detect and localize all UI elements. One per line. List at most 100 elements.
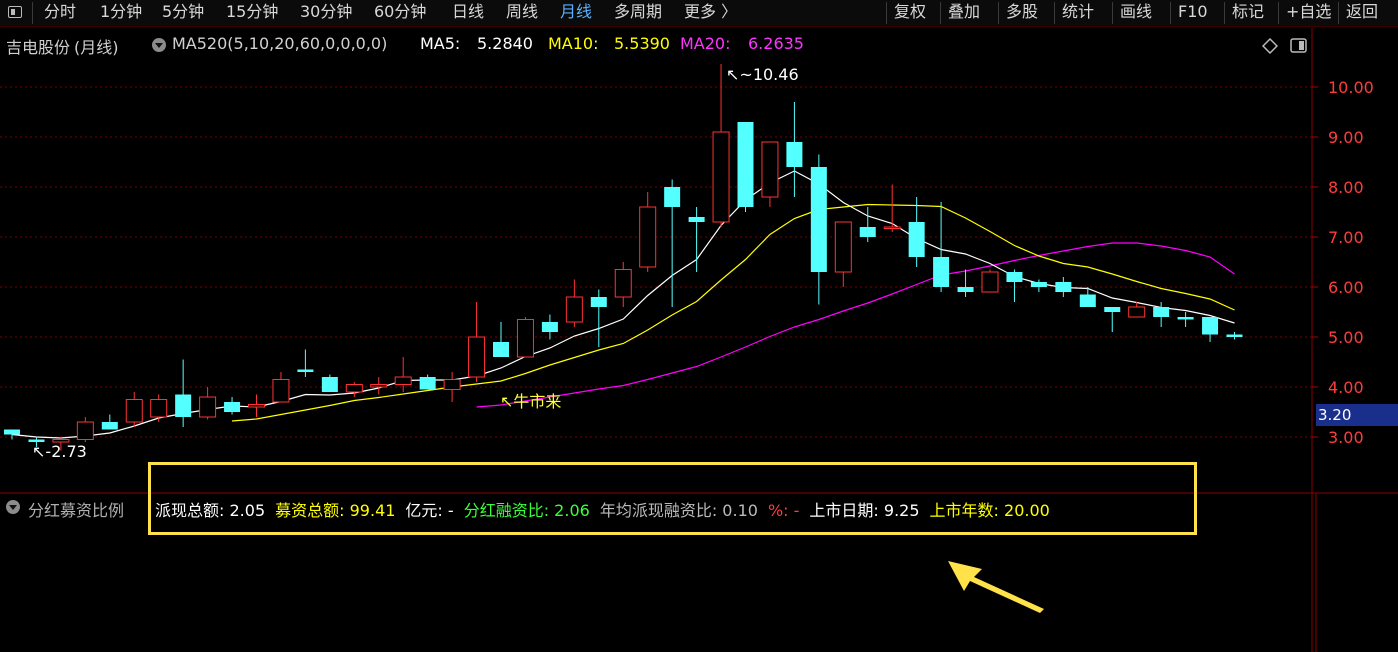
toolbar-divider xyxy=(1054,2,1055,24)
candle-body xyxy=(4,429,20,435)
price-tick-label: 9.00 xyxy=(1328,128,1364,147)
highlight-arrow-icon xyxy=(948,561,1044,613)
candle-body xyxy=(468,336,486,378)
candle-body xyxy=(957,287,974,292)
toolbar-button-1[interactable]: 叠加 xyxy=(948,2,981,21)
diamond-icon[interactable] xyxy=(1262,38,1278,54)
tab-8[interactable]: 月线 xyxy=(560,2,593,21)
toolbar-divider xyxy=(1338,2,1339,24)
indicator-label-0: 派现总额: xyxy=(155,501,225,520)
ma20-path xyxy=(476,242,1235,408)
tab-5[interactable]: 60分钟 xyxy=(374,2,427,21)
candle-body xyxy=(981,271,999,293)
chart-grid xyxy=(0,28,1398,652)
candle-body xyxy=(52,439,70,443)
toolbar-divider xyxy=(1112,2,1113,24)
candle-body xyxy=(1128,306,1146,318)
candle-body xyxy=(908,222,925,257)
candle-body xyxy=(688,217,705,222)
candle-body xyxy=(443,379,461,390)
indicator-label-3: 分红融资比: xyxy=(463,501,550,520)
tab-2[interactable]: 5分钟 xyxy=(162,2,205,21)
candle-body xyxy=(101,422,118,430)
price-axis: 10.00 9.00 8.00 7.00 6.00 5.00 4.00 3.00 xyxy=(1312,78,1374,447)
tab-6[interactable]: 日线 xyxy=(452,2,485,21)
candle-body xyxy=(737,122,754,207)
candle-body xyxy=(1177,317,1194,320)
candle-body xyxy=(1153,307,1170,317)
candle-body xyxy=(493,342,509,357)
candle-body xyxy=(1079,294,1096,307)
indicator-label-4: 年均派现融资比: xyxy=(599,501,718,520)
indicator-value-0: 2.05 xyxy=(224,501,266,520)
price-tick-label: 8.00 xyxy=(1328,178,1364,197)
indicator-label-6: 上市日期: xyxy=(809,501,879,520)
max-price-marker: ↖~10.46 xyxy=(726,65,799,84)
tab-7[interactable]: 周线 xyxy=(506,2,539,21)
price-tick-label: 10.00 xyxy=(1328,78,1374,97)
period-toolbar: 分时 1分钟 5分钟 15分钟 30分钟 60分钟 日线 周线 月线 多周期 更多 〉 复权 叠加 多股… xyxy=(0,0,1398,27)
tab-0[interactable]: 分时 xyxy=(44,2,77,21)
toolbar-divider xyxy=(32,2,33,24)
candle-body xyxy=(297,369,314,372)
indicator-dropdown-icon[interactable] xyxy=(6,500,20,514)
ma10-line xyxy=(231,203,1235,422)
ma20-line xyxy=(476,242,1235,408)
period-label: (月线) xyxy=(74,38,119,57)
candle-body xyxy=(1202,317,1219,335)
toolbar-divider xyxy=(1224,2,1225,24)
toolbar-divider xyxy=(1170,2,1171,24)
indicator-label-7: 上市年数: xyxy=(929,501,999,520)
stock-name: 吉电股份 xyxy=(6,38,71,57)
indicator-value-3: 2.06 xyxy=(549,501,590,520)
window-toggle-icon[interactable] xyxy=(1290,38,1308,54)
candle-body xyxy=(125,399,143,423)
toolbar-button-2[interactable]: 多股 xyxy=(1006,2,1039,21)
toolbar-button-6[interactable]: 标记 xyxy=(1232,2,1265,21)
toolbar-button-4[interactable]: 画线 xyxy=(1120,2,1153,21)
tab-1[interactable]: 1分钟 xyxy=(100,2,143,21)
bull-note: 牛市来 xyxy=(513,392,562,411)
toolbar-button-8[interactable]: 返回 xyxy=(1346,2,1379,21)
highlight-box xyxy=(148,462,1197,535)
candle-body xyxy=(761,141,779,198)
candle-body xyxy=(1030,282,1047,287)
toolbar-button-5[interactable]: F10 xyxy=(1178,2,1208,21)
indicator-value-4: 0.10 xyxy=(717,501,758,520)
toolbar-button-7[interactable]: +自选 xyxy=(1286,2,1332,21)
ma-dropdown-icon[interactable] xyxy=(152,38,166,52)
ma-config[interactable]: MA520(5,10,20,60,0,0,0,0) xyxy=(172,34,388,53)
ma5-label: MA5: xyxy=(420,34,461,53)
indicator-value-1: 99.41 xyxy=(344,501,396,520)
candle-body xyxy=(370,384,388,388)
candle-body xyxy=(394,376,412,385)
toolbar-divider xyxy=(940,2,941,24)
candle-body xyxy=(712,131,730,223)
indicator-label-2: 亿元: xyxy=(405,501,443,520)
toolbar-divider xyxy=(998,2,999,24)
candle-body xyxy=(933,257,950,287)
candle-body xyxy=(639,206,657,268)
candle-body xyxy=(541,322,558,332)
ma5-value: 5.2840 xyxy=(477,34,533,53)
tab-10[interactable]: 更多 〉 xyxy=(684,2,738,21)
indicator-label-1: 募资总额: xyxy=(275,501,345,520)
toolbar-button-0[interactable]: 复权 xyxy=(894,2,927,21)
panel-toggle-icon[interactable] xyxy=(8,6,22,18)
candle-body xyxy=(175,394,192,417)
candle-body xyxy=(834,221,852,273)
tab-9[interactable]: 多周期 xyxy=(614,2,663,21)
candle-body xyxy=(345,384,363,393)
candle-body xyxy=(1104,307,1121,312)
toolbar-button-3[interactable]: 统计 xyxy=(1062,2,1095,21)
indicator-value-2: - xyxy=(442,501,454,520)
candle-body xyxy=(224,402,241,412)
indicator-name[interactable]: 分红募资比例 xyxy=(28,501,125,520)
indicator-value-7: 20.00 xyxy=(998,501,1050,520)
min-price-label: 2.73 xyxy=(51,442,87,461)
indicator-label-5: %: xyxy=(767,501,789,520)
tab-4[interactable]: 30分钟 xyxy=(300,2,353,21)
tab-3[interactable]: 15分钟 xyxy=(226,2,279,21)
candle-body xyxy=(248,404,265,408)
